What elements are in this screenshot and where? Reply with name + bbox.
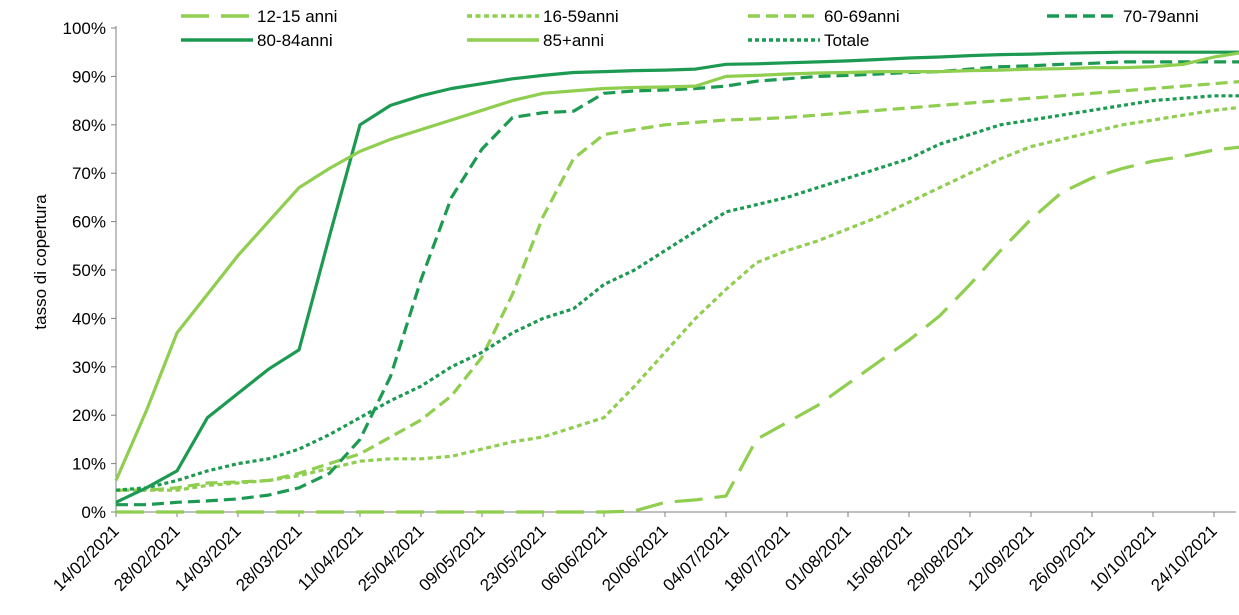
- legend-label: 60-69anni: [824, 7, 900, 26]
- legend-entry: 70-79anni: [1047, 7, 1199, 26]
- series-lines: [114, 50, 1239, 514]
- y-tick-label: 40%: [72, 309, 106, 328]
- y-tick-label: 100%: [63, 19, 106, 38]
- x-tick-label: 28/03/2021: [232, 521, 306, 595]
- y-tick-label: 90%: [72, 67, 106, 86]
- series-line-60-69anni: [116, 80, 1239, 492]
- series-line-70-79anni: [116, 60, 1239, 507]
- series-line-85-anni: [114, 51, 1239, 482]
- legend-label: Totale: [824, 31, 869, 50]
- legend-label: 70-79anni: [1123, 7, 1199, 26]
- legend-label: 85+anni: [543, 31, 604, 50]
- y-tick-label: 70%: [72, 164, 106, 183]
- legend-label: 80-84anni: [257, 31, 333, 50]
- y-tick-label: 60%: [72, 213, 106, 232]
- legend-entry: 85+anni: [467, 31, 604, 50]
- legend: 12-15 anni 16-59anni 60-69anni 70-79anni 80-…: [181, 7, 1199, 50]
- y-tick-label: 10%: [72, 455, 106, 474]
- y-tick-label: 30%: [72, 358, 106, 377]
- legend-label: 12-15 anni: [257, 7, 337, 26]
- y-tick-label: 80%: [72, 116, 106, 135]
- x-tick-label: 24/10/2021: [1147, 521, 1221, 595]
- legend-entry: 16-59anni: [467, 7, 619, 26]
- y-tick-label: 20%: [72, 406, 106, 425]
- y-tick-label: 50%: [72, 261, 106, 280]
- y-axis-title: tasso di copertura: [31, 194, 50, 330]
- y-tick-label: 0%: [81, 503, 106, 522]
- series-line-12-15-anni: [116, 145, 1239, 514]
- legend-entry: 12-15 anni: [181, 7, 337, 26]
- legend-label: 16-59anni: [543, 7, 619, 26]
- series-line-totale: [115, 94, 1239, 492]
- series-line-16-59anni: [116, 105, 1239, 492]
- legend-entry: 60-69anni: [748, 7, 900, 26]
- series-line-80-84anni: [115, 50, 1239, 504]
- legend-entry: Totale: [748, 31, 869, 50]
- legend-entry: 80-84anni: [181, 31, 333, 50]
